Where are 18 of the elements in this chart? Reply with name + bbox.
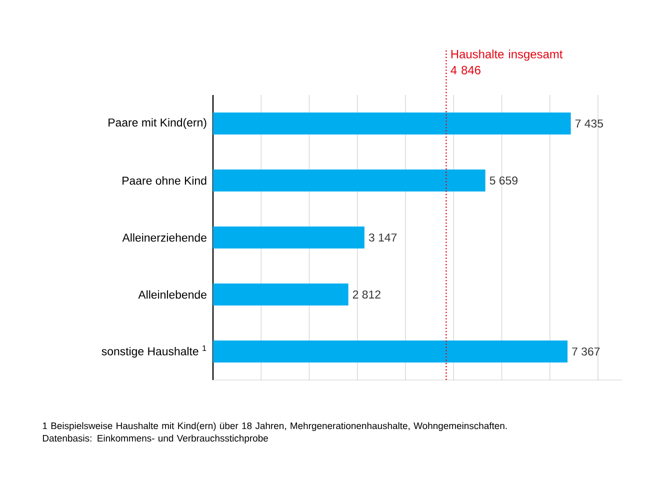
text: Datenbasis: Einkommens- und Verbrauchsstichprobe xyxy=(42,434,268,444)
ref-line-label: Haushalte insgesamt 4 846 xyxy=(450,50,563,74)
data-label: 5 659 xyxy=(490,176,518,185)
bar xyxy=(213,112,571,135)
data-label: 7 367 xyxy=(572,347,600,356)
y-tick-label: Alleinerziehende xyxy=(122,233,206,242)
y-tick-label: Paare ohne Kind xyxy=(122,176,206,185)
data-label: 3 147 xyxy=(368,233,397,242)
bar xyxy=(213,284,348,306)
bar xyxy=(213,170,486,192)
y-tick-label: sonstige Haushalte $^{1}$ xyxy=(102,345,206,358)
data-label: 7 435 xyxy=(575,119,604,128)
y-tick-label: Alleinlebende xyxy=(138,290,206,299)
text: 1 Beispielsweise Haushalte mit Kind(ern) über 18 Jahren, Mehrgenerationenhaushalte, Wohngemeinschaften. xyxy=(42,422,507,432)
data-label: 2 812 xyxy=(352,290,380,299)
bar xyxy=(213,340,568,363)
bar xyxy=(213,226,364,249)
y-tick-label: Paare mit Kind(ern) xyxy=(108,118,206,129)
